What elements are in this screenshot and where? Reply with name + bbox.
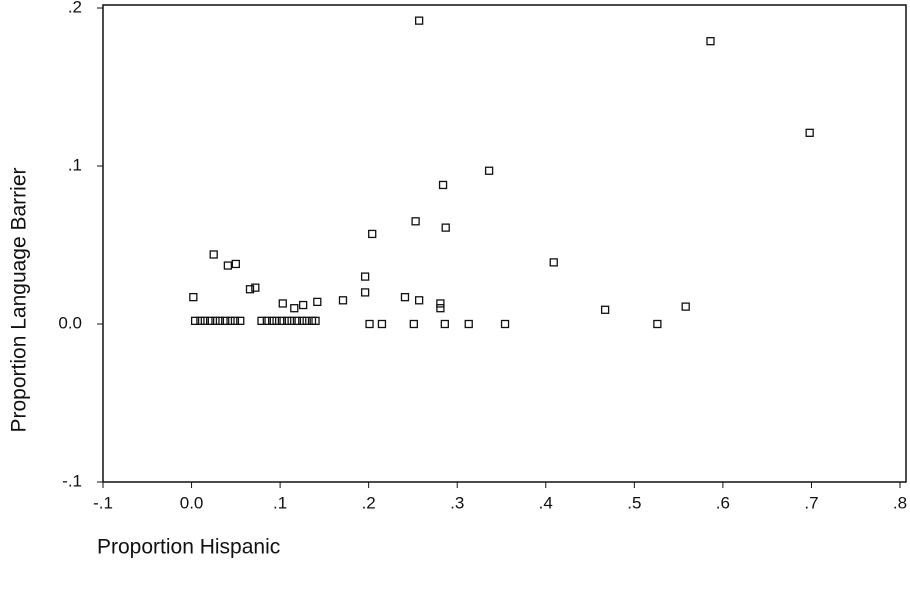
point (298, 300, 308, 310)
point (251, 283, 260, 292)
x-tick-label: .4 (539, 493, 553, 512)
point (436, 304, 445, 313)
point (338, 296, 348, 305)
point (211, 316, 220, 325)
point (209, 250, 218, 259)
x-tick-label: -.1 (93, 493, 113, 512)
point (200, 316, 209, 325)
point (189, 292, 198, 302)
point (441, 223, 450, 232)
point (221, 316, 230, 325)
point (292, 316, 302, 325)
point (190, 316, 200, 325)
point (484, 166, 494, 175)
point (267, 316, 277, 325)
point (440, 319, 449, 329)
x-tick-label: .5 (627, 493, 641, 512)
point (311, 316, 320, 325)
y-tick-label: 0.0 (58, 313, 82, 332)
point (262, 316, 271, 325)
point (500, 319, 510, 329)
point (196, 316, 205, 325)
point (400, 292, 410, 302)
point (278, 299, 287, 308)
point (236, 316, 245, 325)
point (313, 297, 322, 307)
point (215, 316, 225, 325)
point (681, 302, 690, 311)
point (283, 316, 292, 325)
point (414, 296, 424, 305)
point (223, 261, 233, 270)
point (302, 316, 311, 325)
y-tick-label: -.1 (62, 471, 82, 490)
x-tick-label: .1 (273, 493, 287, 512)
point (600, 305, 610, 314)
point (411, 217, 420, 226)
point (272, 316, 281, 325)
x-tick-label: .3 (450, 493, 464, 512)
point (290, 304, 299, 313)
x-tick-label: .6 (716, 493, 730, 512)
point (245, 285, 255, 294)
point (365, 319, 374, 329)
point (257, 316, 266, 325)
x-tick-label: .7 (804, 493, 818, 512)
x-tick-label: 0.0 (180, 493, 204, 512)
x-axis-label: Proportion Hispanic (97, 536, 280, 559)
x-tick-label: .8 (893, 493, 907, 512)
point (409, 319, 418, 329)
point (360, 288, 370, 297)
point (277, 316, 287, 325)
y-tick-label: .2 (68, 0, 82, 16)
point (226, 316, 235, 325)
point (368, 229, 377, 239)
point (805, 128, 814, 137)
point (438, 180, 448, 190)
point (436, 299, 445, 308)
point (298, 316, 307, 325)
point (287, 316, 296, 325)
point (230, 316, 240, 325)
y-tick-label: .1 (68, 155, 82, 174)
point (360, 272, 370, 281)
point (414, 16, 424, 25)
point (653, 319, 662, 329)
point (706, 37, 715, 46)
point (206, 316, 215, 325)
y-axis-label: Proportion Language Barrier (8, 167, 31, 432)
point (377, 319, 387, 329)
x-tick-label: .2 (362, 493, 376, 512)
plot-frame (102, 4, 907, 483)
point (464, 319, 473, 329)
point (231, 259, 240, 269)
point (549, 258, 558, 267)
